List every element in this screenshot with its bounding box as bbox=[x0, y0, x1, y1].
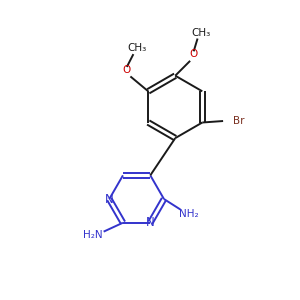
Text: Br: Br bbox=[232, 116, 244, 126]
Text: O: O bbox=[190, 49, 198, 59]
Text: CH₃: CH₃ bbox=[127, 43, 147, 53]
Text: NH₂: NH₂ bbox=[179, 209, 199, 219]
Text: CH₃: CH₃ bbox=[192, 28, 211, 38]
Text: N: N bbox=[146, 216, 155, 229]
Text: O: O bbox=[123, 65, 131, 75]
Text: H₂N: H₂N bbox=[83, 230, 103, 240]
Text: N: N bbox=[105, 193, 114, 206]
